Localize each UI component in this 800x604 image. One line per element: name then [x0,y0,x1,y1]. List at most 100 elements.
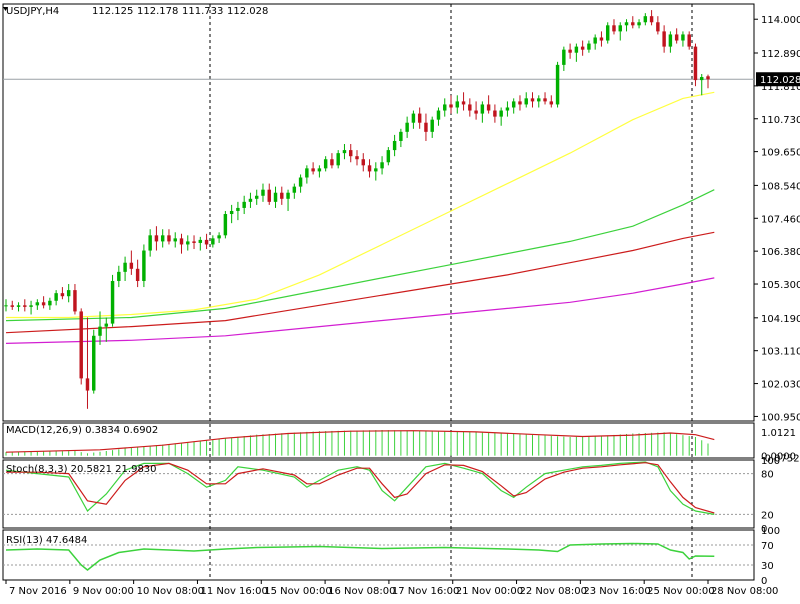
candle-body [223,214,228,236]
candle [10,300,14,310]
candle [518,95,522,111]
stoch-label: Stoch(8,3,3) 20.5821 21.9830 [6,464,157,475]
candle-body [273,192,278,202]
candle [436,107,441,126]
candle [48,297,52,310]
candle-body [580,46,585,50]
candle [292,183,297,199]
candle [280,186,284,205]
candle-body [624,22,629,26]
candle [186,235,190,251]
candle [700,74,704,96]
candle [668,31,673,53]
candle [562,46,566,71]
candle-body [399,131,403,141]
rsi-label: RSI(13) 47.6484 [6,535,87,546]
candle [110,274,115,327]
candle [330,153,334,169]
candle-body [612,25,616,32]
candle-body [349,150,353,157]
candle-body [192,241,196,243]
pane-frame [2,459,755,529]
candle-body [85,378,90,391]
candle-body [430,119,434,132]
candle [693,43,698,87]
candle [524,92,528,108]
candle-body [323,159,328,169]
candle [649,10,654,26]
candle-body [330,159,334,166]
macd-label: MACD(12,26,9) 0.3834 0.6902 [6,425,158,436]
candle-body [687,34,691,47]
candle [336,150,340,169]
price-tick-label: 110.730 [761,115,800,126]
candle-body [92,335,96,391]
candle [455,95,460,114]
candle-body [374,168,378,172]
candle-body [555,64,560,105]
candle-body [662,31,666,47]
rsi-tick-label: 30 [761,561,774,572]
candle [361,153,365,172]
candle [399,128,403,148]
candle [386,147,391,166]
candle [486,95,491,114]
candle-body [593,37,597,44]
candle-body [23,305,27,307]
low-value: 111.733 [182,6,223,17]
price-tick-label: 109.650 [761,148,800,159]
candle [443,98,447,117]
candle-body [380,162,384,169]
stoch-main-line [5,461,715,515]
candle-body [186,241,190,245]
candle [211,235,215,248]
candle-body [254,195,259,199]
candle-body [668,34,673,47]
candle-body [706,76,710,80]
candle-body [204,239,209,245]
candle [593,34,597,50]
candle-body [29,305,33,307]
candle-body [436,110,441,120]
candle [643,13,648,26]
candle [317,165,322,178]
rsi-tick-label: 100 [761,526,780,537]
chevron-down-icon[interactable] [3,7,8,11]
candle-body [549,101,554,105]
candle [135,259,140,288]
candle-body [236,207,240,211]
candle [298,174,303,193]
candle [311,162,315,175]
candle [424,113,428,141]
current-price-label: 112.028 [760,75,800,86]
candle [229,204,234,224]
candle [217,232,221,243]
candle [23,299,27,312]
candle [355,150,359,166]
candle [242,195,246,215]
candle [160,229,165,248]
candle-body [16,305,21,307]
candle-body [392,140,397,151]
candle-body [486,104,491,111]
time-tick-label: 15 Nov 00:00 [264,586,331,597]
candle-body [98,326,102,336]
rsi-tick-label: 0 [761,576,767,587]
candle [73,284,77,315]
candle-body [449,104,453,108]
candle-body [142,250,146,281]
candle-body [154,235,159,242]
time-tick-label: 16 Nov 08:00 [328,586,395,597]
candle-body [474,110,478,114]
pane-frame [2,422,755,459]
symbol-label: USDJPY,H4 [6,6,59,17]
candle-body [361,159,365,166]
candle [192,235,196,250]
candle [549,95,554,108]
candle-body [637,22,641,26]
macd-tick-label: 1.0121 [761,428,796,439]
candle [198,236,203,251]
candle-body [110,280,115,324]
